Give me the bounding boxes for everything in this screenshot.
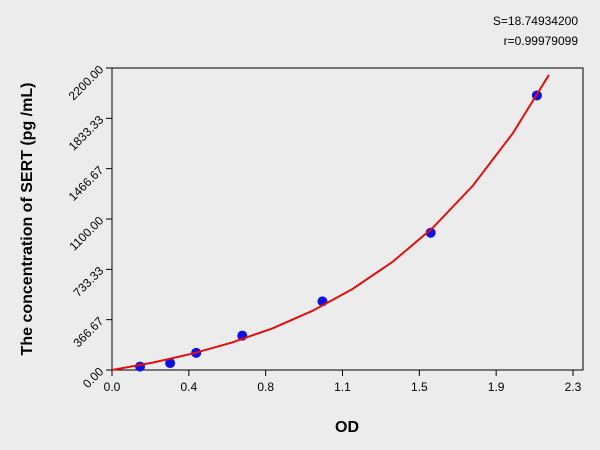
x-tick-label: 0.4 [180, 380, 197, 394]
data-point [165, 358, 176, 369]
x-tick-label: 0.8 [257, 380, 274, 394]
x-tick-label: 1.5 [411, 380, 428, 394]
annotation: S=18.74934200 [493, 14, 578, 28]
data-point [135, 361, 146, 372]
x-tick-label: 0.0 [104, 380, 121, 394]
x-tick-label: 2.3 [565, 380, 582, 394]
x-axis-title: OD [335, 419, 359, 436]
x-tick-label: 1.9 [488, 380, 505, 394]
x-tick-label: 1.1 [334, 380, 351, 394]
y-axis-title: The concentration of SERT (pg /mL) [19, 83, 36, 356]
annotation: r=0.99979099 [504, 34, 579, 48]
data-point [425, 227, 436, 238]
fit-curve [111, 74, 550, 371]
